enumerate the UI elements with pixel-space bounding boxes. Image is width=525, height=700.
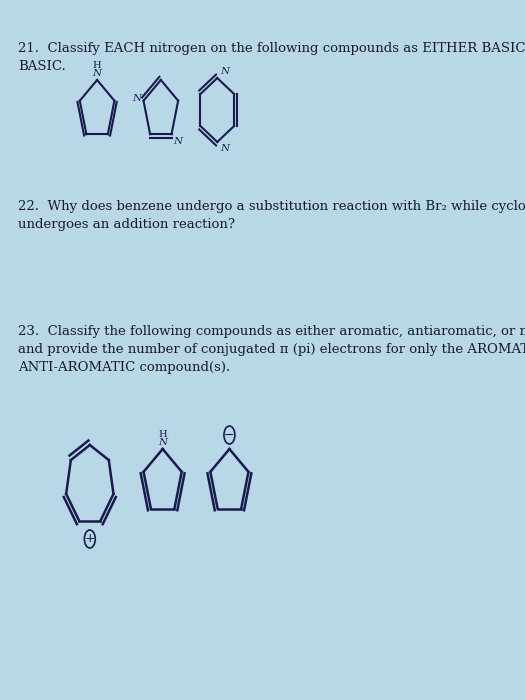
Text: N: N xyxy=(92,69,102,78)
Text: 21.  Classify EACH nitrogen on the following compounds as EITHER BASIC or NON-
B: 21. Classify EACH nitrogen on the follow… xyxy=(18,42,525,73)
Text: N: N xyxy=(173,137,183,146)
Text: N: N xyxy=(158,438,167,447)
Text: H: H xyxy=(159,430,167,439)
Text: −: − xyxy=(224,428,235,442)
Text: 23.  Classify the following compounds as either aromatic, antiaromatic, or nonar: 23. Classify the following compounds as … xyxy=(18,325,525,374)
Text: N: N xyxy=(220,144,229,153)
Text: N: N xyxy=(133,94,142,103)
Text: 22.  Why does benzene undergo a substitution reaction with Br₂ while cyclohexene: 22. Why does benzene undergo a substitut… xyxy=(18,200,525,231)
Text: H: H xyxy=(93,61,101,70)
Text: +: + xyxy=(85,533,95,545)
Text: N: N xyxy=(220,67,229,76)
